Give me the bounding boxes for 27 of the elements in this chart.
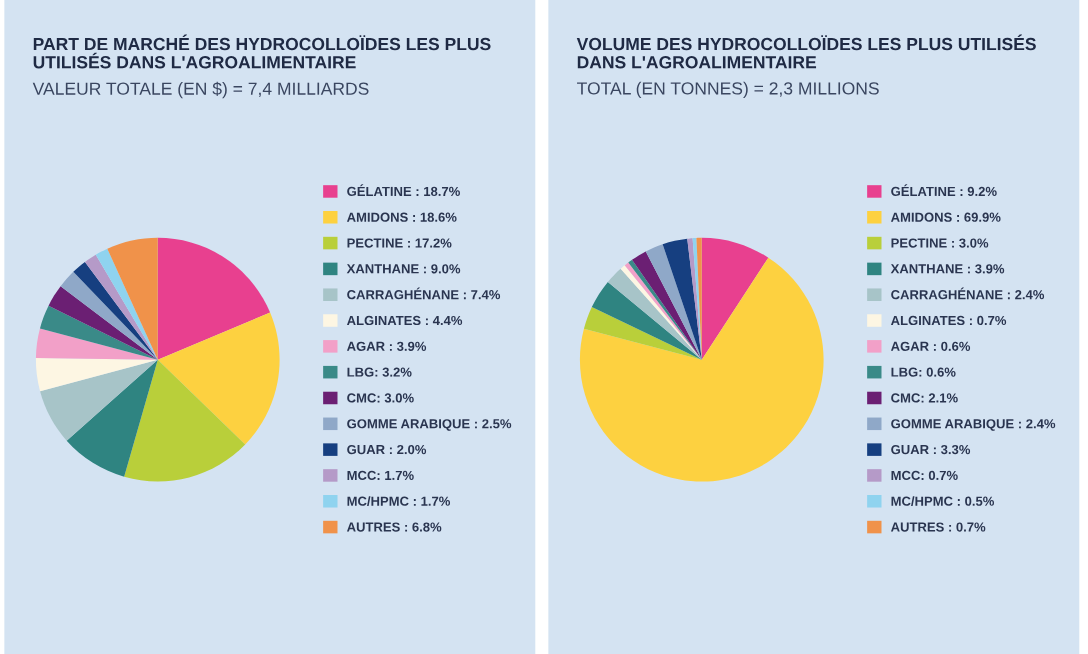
pie-slice xyxy=(84,254,158,360)
chart-title: VOLUME DES HYDROCOLLOÏDES LES PLUS UTILISÉS DANS L'AGROALIMENTAIRE xyxy=(576,34,1036,69)
pie-slice xyxy=(35,357,158,392)
pie-slice xyxy=(124,359,246,482)
pie-slice xyxy=(583,307,702,360)
chart-subtitle: VALEUR TOTALE (EN $) = 7,4 MILLIARDS xyxy=(32,81,369,99)
pie-slice xyxy=(692,237,702,360)
pie-slice xyxy=(48,286,158,360)
pie-slice xyxy=(157,237,271,360)
chart-subtitle: TOTAL (EN TONNES) = 2,3 MILLIONS xyxy=(577,81,879,99)
pie-slice xyxy=(687,238,702,360)
chart-title: PART DE MARCHÉ DES HYDROCOLLOÏDES LES PLUS UTILISÉS DANS L'AGROALIMENTAIRE xyxy=(33,34,491,69)
pie-slice xyxy=(35,328,158,360)
pie-slice xyxy=(157,312,280,445)
pie-slice xyxy=(107,237,158,360)
pie-slice xyxy=(579,257,824,482)
pie-slice xyxy=(607,268,702,360)
pie-slice xyxy=(66,359,158,477)
pie-slice xyxy=(701,237,769,360)
pie-slice xyxy=(662,238,702,360)
pie-slice xyxy=(39,305,158,360)
pie-slice xyxy=(73,261,158,360)
pie-slice xyxy=(95,248,158,360)
pie-slice xyxy=(40,359,158,441)
pie-slice xyxy=(60,271,158,360)
pie-slice xyxy=(696,237,702,360)
pie-slice xyxy=(645,244,702,360)
